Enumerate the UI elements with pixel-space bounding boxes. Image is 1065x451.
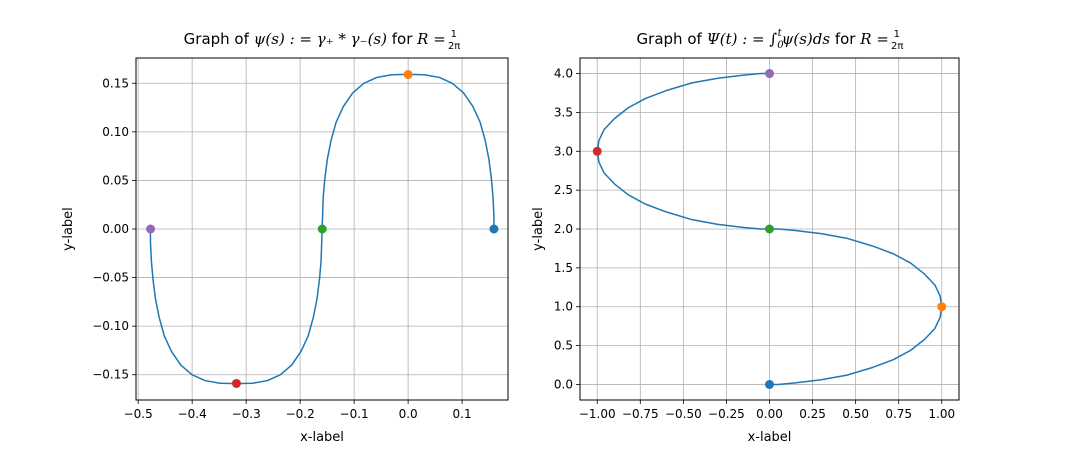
marker-group xyxy=(146,70,499,388)
chart-psi: Graph of ψ(s) : = γ₊ * γ₋(s) for R = 1 2π… xyxy=(61,29,509,445)
data-point-marker xyxy=(765,379,774,389)
x-tick-label: −0.3 xyxy=(232,407,261,421)
y-tick-label: 2.0 xyxy=(554,222,573,236)
y-axis-label: y-label xyxy=(531,207,546,251)
x-tick-label: −0.5 xyxy=(124,407,153,421)
data-point-marker xyxy=(765,224,774,234)
data-point-marker xyxy=(231,378,241,388)
x-tick-label: −0.1 xyxy=(340,407,369,421)
y-tick-label: 0.5 xyxy=(554,339,573,353)
chart-title: Graph of ψ(s) : = γ₊ * γ₋(s) for R = 1 2π xyxy=(184,29,461,52)
x-tick-label: −0.50 xyxy=(665,407,702,421)
y-tick-label: 3.5 xyxy=(554,105,573,119)
data-point-marker xyxy=(489,224,499,234)
chart-Psi: Graph of Ψ(t) : = ∫0tψ(s)ds for R = 1 2π … xyxy=(531,28,960,445)
y-tick-label: 1.5 xyxy=(554,261,573,275)
x-tick-label: 0.25 xyxy=(799,407,826,421)
x-axis-label: x-label xyxy=(300,430,344,445)
x-tick-label: −0.4 xyxy=(178,407,207,421)
data-point-marker xyxy=(146,224,156,234)
x-tick-label: −0.25 xyxy=(708,407,745,421)
data-point-marker xyxy=(592,146,602,156)
x-tick-label: −1.00 xyxy=(579,407,616,421)
x-tick-label: −0.2 xyxy=(286,407,315,421)
x-tick-label: 0.50 xyxy=(842,407,869,421)
x-tick-label: 0.0 xyxy=(399,407,418,421)
y-tick-label: 2.5 xyxy=(554,183,573,197)
y-tick-label: −0.10 xyxy=(92,319,129,333)
x-axis-label: x-label xyxy=(748,430,792,445)
y-tick-label: 3.0 xyxy=(554,144,573,158)
y-axis-ticks: −0.15 −0.10 −0.05 0.00 0.05 0.10 0.15 xyxy=(92,76,136,382)
y-tick-label: 1.0 xyxy=(554,300,573,314)
y-tick-label: 0.15 xyxy=(102,76,129,90)
y-tick-label: −0.15 xyxy=(92,368,129,382)
data-point-marker xyxy=(317,224,327,234)
x-tick-label: 1.00 xyxy=(928,407,955,421)
x-tick-label: −0.75 xyxy=(622,407,659,421)
x-tick-label: 0.75 xyxy=(885,407,912,421)
x-axis-ticks: −1.00 −0.75 −0.50 −0.25 0.00 0.25 0.50 0.75 1.00 xyxy=(579,400,955,421)
x-axis-ticks: −0.5 −0.4 −0.3 −0.2 −0.1 0.0 0.1 xyxy=(124,400,472,421)
y-tick-label: 0.10 xyxy=(102,125,129,139)
y-tick-label: 0.05 xyxy=(102,173,129,187)
y-axis-ticks: 0.0 0.5 1.0 1.5 2.0 2.5 3.0 3.5 4.0 xyxy=(554,67,580,391)
y-tick-label: 0.00 xyxy=(102,222,129,236)
y-tick-label: −0.05 xyxy=(92,271,129,285)
chart-title: Graph of Ψ(t) : = ∫0tψ(s)ds for R = 1 2π xyxy=(637,28,904,52)
marker-group xyxy=(592,69,947,389)
y-axis-label: y-label xyxy=(61,207,76,251)
grid xyxy=(136,58,508,400)
data-point-marker xyxy=(937,302,947,312)
data-point-marker xyxy=(403,70,413,80)
y-tick-label: 4.0 xyxy=(554,67,573,81)
x-tick-label: 0.1 xyxy=(453,407,472,421)
y-tick-label: 0.0 xyxy=(554,377,573,391)
data-point-marker xyxy=(765,69,774,79)
x-tick-label: 0.00 xyxy=(756,407,783,421)
